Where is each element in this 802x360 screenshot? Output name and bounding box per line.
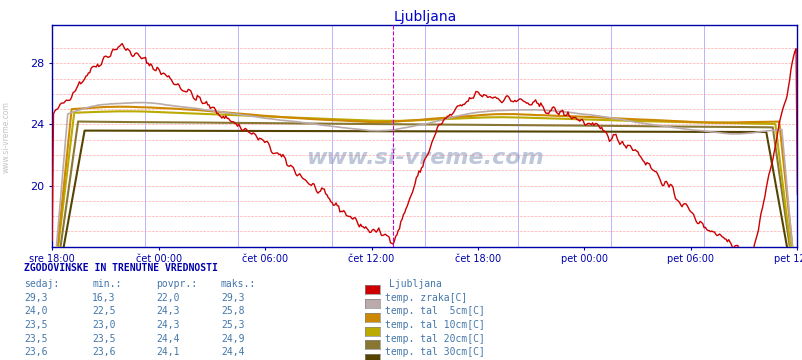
Text: 23,6: 23,6: [24, 347, 47, 357]
Text: temp. tal 20cm[C]: temp. tal 20cm[C]: [385, 334, 484, 344]
Text: www.si-vreme.com: www.si-vreme.com: [306, 148, 543, 168]
Text: min.:: min.:: [92, 279, 122, 289]
Text: 29,3: 29,3: [221, 293, 244, 303]
Text: 22,0: 22,0: [156, 293, 180, 303]
Text: 25,8: 25,8: [221, 306, 244, 316]
Text: 23,5: 23,5: [92, 334, 115, 344]
Text: 25,3: 25,3: [221, 320, 244, 330]
Text: temp. tal  5cm[C]: temp. tal 5cm[C]: [385, 306, 484, 316]
Text: temp. zraka[C]: temp. zraka[C]: [385, 293, 467, 303]
Text: temp. tal 10cm[C]: temp. tal 10cm[C]: [385, 320, 484, 330]
Text: 29,3: 29,3: [24, 293, 47, 303]
Text: 24,1: 24,1: [156, 347, 180, 357]
Text: 22,5: 22,5: [92, 306, 115, 316]
Text: ZGODOVINSKE IN TRENUTNE VREDNOSTI: ZGODOVINSKE IN TRENUTNE VREDNOSTI: [24, 263, 217, 273]
Text: 24,3: 24,3: [156, 306, 180, 316]
Text: temp. tal 30cm[C]: temp. tal 30cm[C]: [385, 347, 484, 357]
Text: 23,6: 23,6: [92, 347, 115, 357]
Text: maks.:: maks.:: [221, 279, 256, 289]
Text: 24,9: 24,9: [221, 334, 244, 344]
Text: 24,4: 24,4: [221, 347, 244, 357]
Text: 24,0: 24,0: [24, 306, 47, 316]
Text: 24,3: 24,3: [156, 320, 180, 330]
Text: 23,5: 23,5: [24, 320, 47, 330]
Text: sedaj:: sedaj:: [24, 279, 59, 289]
Text: povpr.:: povpr.:: [156, 279, 197, 289]
Text: 23,0: 23,0: [92, 320, 115, 330]
Text: 23,5: 23,5: [24, 334, 47, 344]
Text: 24,4: 24,4: [156, 334, 180, 344]
Text: www.si-vreme.com: www.si-vreme.com: [2, 101, 11, 173]
Title: Ljubljana: Ljubljana: [393, 10, 456, 24]
Text: 16,3: 16,3: [92, 293, 115, 303]
Text: Ljubljana: Ljubljana: [389, 279, 442, 289]
